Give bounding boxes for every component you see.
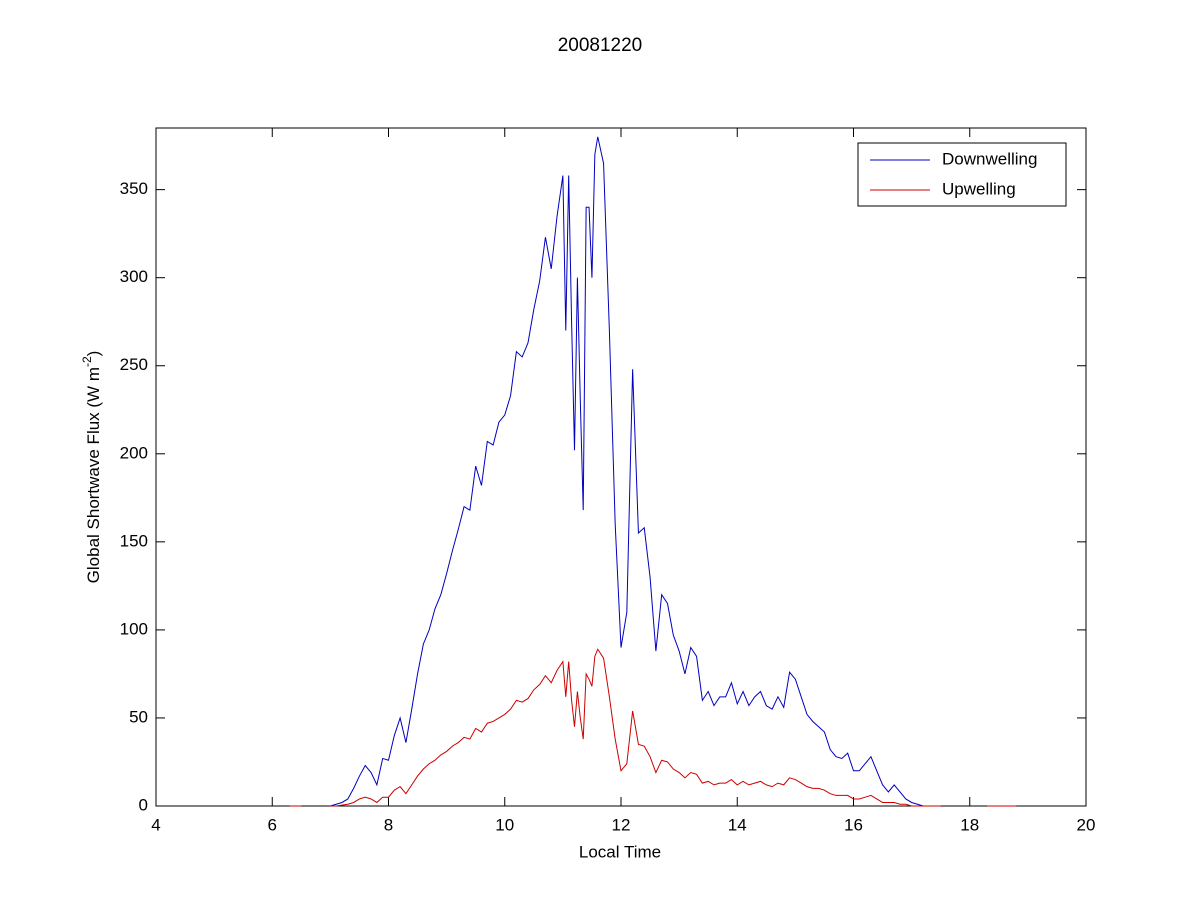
y-tick-label: 350 (120, 179, 148, 198)
y-tick-label: 150 (120, 531, 148, 550)
x-tick-label: 6 (268, 815, 277, 834)
y-tick-label: 300 (120, 267, 148, 286)
y-tick-label: 250 (120, 355, 148, 374)
legend-label: Upwelling (942, 179, 1016, 198)
x-tick-label: 10 (495, 815, 514, 834)
data-line (289, 648, 1017, 807)
plot-area (155, 127, 1087, 807)
x-tick-label: 4 (151, 815, 160, 834)
x-tick-label: 12 (612, 815, 631, 834)
legend-box (857, 142, 1067, 207)
y-tick-label: 50 (129, 707, 148, 726)
y-label-superscript: -2 (80, 356, 94, 367)
x-tick-label: 8 (384, 815, 393, 834)
y-label-text: ) (84, 351, 103, 357)
y-tick-label: 100 (120, 619, 148, 638)
x-tick-label: 18 (960, 815, 979, 834)
chart-title: 20081220 (558, 35, 643, 56)
x-tick-label: 16 (844, 815, 863, 834)
x-tick-label: 14 (728, 815, 747, 834)
x-axis-label: Local Time (579, 842, 661, 861)
x-tick-label: 20 (1077, 815, 1096, 834)
y-axis-label: Global Shortwave Flux (W m-2) (80, 351, 103, 584)
y-tick-label: 200 (120, 443, 148, 462)
legend-label: Downwelling (942, 149, 1037, 168)
y-label-text: Global Shortwave Flux (W m (84, 367, 103, 583)
y-tick-label: 0 (139, 795, 148, 814)
